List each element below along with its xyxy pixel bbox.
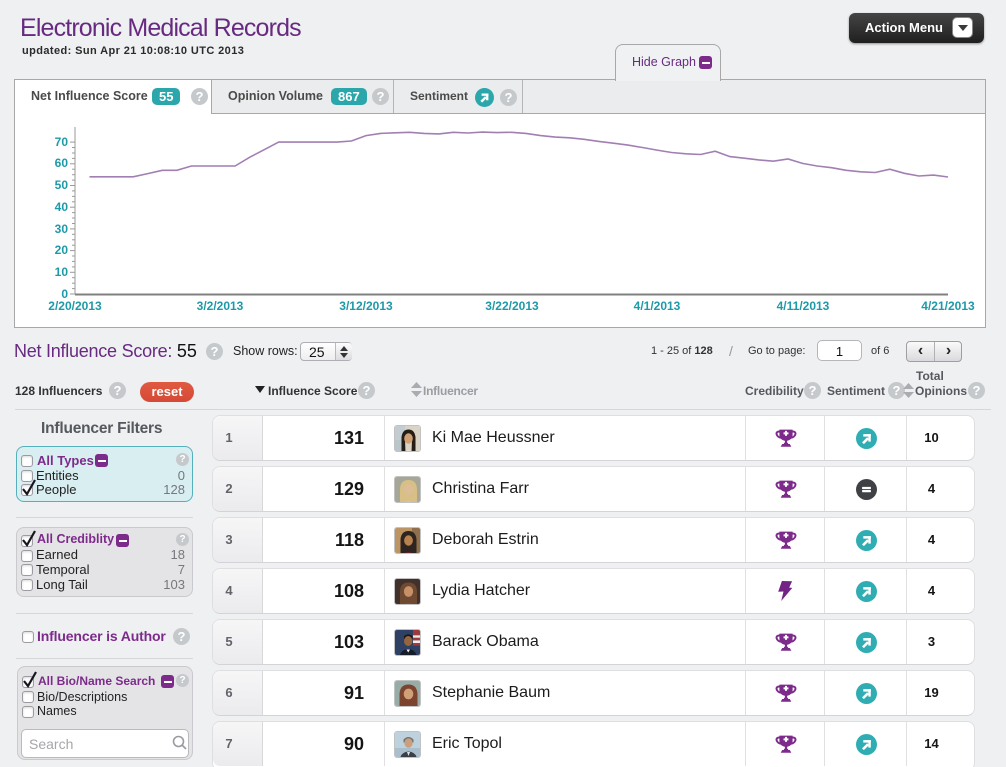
svg-text:10: 10 — [55, 265, 69, 279]
svg-text:4/11/2013: 4/11/2013 — [777, 299, 830, 313]
svg-text:2/20/2013: 2/20/2013 — [48, 299, 102, 313]
svg-text:3/12/2013: 3/12/2013 — [339, 299, 393, 313]
svg-text:4/1/2013: 4/1/2013 — [634, 299, 681, 313]
svg-text:40: 40 — [55, 200, 69, 214]
svg-text:50: 50 — [55, 178, 69, 192]
svg-text:30: 30 — [55, 222, 69, 236]
svg-text:70: 70 — [55, 135, 69, 149]
svg-text:3/22/2013: 3/22/2013 — [485, 299, 539, 313]
svg-text:60: 60 — [55, 156, 69, 170]
svg-text:20: 20 — [55, 243, 69, 257]
svg-text:0: 0 — [61, 287, 68, 301]
svg-text:4/21/2013: 4/21/2013 — [921, 299, 975, 313]
svg-text:3/2/2013: 3/2/2013 — [197, 299, 244, 313]
